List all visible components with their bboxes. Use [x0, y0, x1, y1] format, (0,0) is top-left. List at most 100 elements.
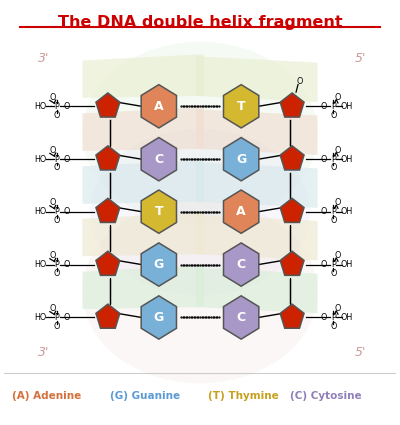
Text: HO: HO — [34, 155, 46, 164]
Text: G: G — [236, 153, 246, 166]
Polygon shape — [96, 198, 120, 222]
Polygon shape — [82, 212, 204, 256]
Ellipse shape — [90, 129, 310, 296]
Text: O: O — [63, 102, 70, 111]
Polygon shape — [280, 93, 304, 117]
Text: O: O — [49, 304, 56, 313]
Text: OH: OH — [341, 207, 353, 216]
Ellipse shape — [82, 200, 318, 383]
Text: O: O — [54, 322, 60, 331]
Text: 5': 5' — [355, 52, 366, 65]
Polygon shape — [196, 267, 318, 313]
Text: T: T — [154, 205, 163, 218]
Text: OH: OH — [341, 155, 353, 164]
Text: C: C — [236, 258, 246, 271]
Text: O: O — [335, 146, 341, 155]
Text: O: O — [335, 251, 341, 261]
Polygon shape — [82, 54, 204, 98]
Text: T: T — [237, 100, 246, 113]
Polygon shape — [224, 138, 259, 181]
Text: O: O — [63, 260, 70, 269]
Text: O: O — [330, 216, 336, 225]
Text: OH: OH — [341, 260, 353, 269]
Text: P: P — [331, 260, 336, 269]
Text: O: O — [321, 260, 327, 269]
Polygon shape — [141, 138, 176, 181]
Text: A: A — [154, 100, 164, 113]
Text: P: P — [54, 102, 59, 111]
Text: HO: HO — [34, 313, 46, 322]
Text: P: P — [331, 313, 336, 322]
Polygon shape — [280, 251, 304, 275]
Text: O: O — [49, 93, 56, 102]
Polygon shape — [96, 251, 120, 275]
Text: O: O — [54, 269, 60, 278]
Text: OH: OH — [341, 102, 353, 111]
Text: P: P — [54, 207, 59, 216]
Polygon shape — [224, 296, 259, 339]
Text: (C) Cytosine: (C) Cytosine — [290, 391, 362, 401]
Polygon shape — [96, 304, 120, 328]
Text: O: O — [54, 216, 60, 225]
Polygon shape — [280, 146, 304, 170]
Polygon shape — [141, 190, 176, 233]
Polygon shape — [82, 160, 204, 204]
Text: (G) Guanine: (G) Guanine — [110, 391, 180, 401]
Polygon shape — [196, 57, 318, 102]
Text: O: O — [321, 207, 327, 216]
Polygon shape — [141, 296, 176, 339]
Polygon shape — [280, 198, 304, 222]
Polygon shape — [196, 215, 318, 261]
Text: The DNA double helix fragment: The DNA double helix fragment — [58, 15, 342, 30]
Polygon shape — [82, 107, 204, 151]
Text: P: P — [331, 155, 336, 164]
Text: P: P — [331, 102, 336, 111]
Polygon shape — [224, 190, 259, 233]
Text: O: O — [297, 77, 303, 86]
Text: 3': 3' — [38, 52, 49, 65]
Text: O: O — [335, 304, 341, 313]
Text: HO: HO — [34, 207, 46, 216]
Polygon shape — [141, 85, 176, 128]
Polygon shape — [96, 146, 120, 170]
Text: O: O — [49, 146, 56, 155]
Text: O: O — [49, 251, 56, 261]
Text: O: O — [49, 198, 56, 207]
Polygon shape — [141, 243, 176, 286]
Text: G: G — [154, 311, 164, 324]
Text: O: O — [335, 198, 341, 207]
Text: (A) Adenine: (A) Adenine — [12, 391, 81, 401]
Polygon shape — [82, 265, 204, 309]
Text: O: O — [321, 102, 327, 111]
Polygon shape — [224, 85, 259, 128]
Text: A: A — [236, 205, 246, 218]
Polygon shape — [196, 162, 318, 208]
Text: HO: HO — [34, 102, 46, 111]
Text: P: P — [331, 207, 336, 216]
Text: O: O — [321, 313, 327, 322]
Text: C: C — [236, 311, 246, 324]
Text: P: P — [54, 260, 59, 269]
Text: O: O — [335, 93, 341, 102]
Ellipse shape — [82, 42, 318, 225]
Polygon shape — [96, 93, 120, 117]
Text: O: O — [321, 155, 327, 164]
Text: 3': 3' — [38, 346, 49, 359]
Polygon shape — [196, 109, 318, 155]
Text: P: P — [54, 155, 59, 164]
Polygon shape — [280, 304, 304, 328]
Text: (T) Thymine: (T) Thymine — [208, 391, 278, 401]
Text: HO: HO — [34, 260, 46, 269]
Text: P: P — [54, 313, 59, 322]
Text: O: O — [54, 164, 60, 173]
Text: O: O — [330, 164, 336, 173]
Text: O: O — [330, 322, 336, 331]
Text: G: G — [154, 258, 164, 271]
Text: C: C — [154, 153, 164, 166]
Text: O: O — [63, 207, 70, 216]
Text: O: O — [330, 110, 336, 119]
Text: O: O — [63, 313, 70, 322]
Text: O: O — [54, 110, 60, 119]
Text: O: O — [63, 155, 70, 164]
Text: OH: OH — [341, 313, 353, 322]
